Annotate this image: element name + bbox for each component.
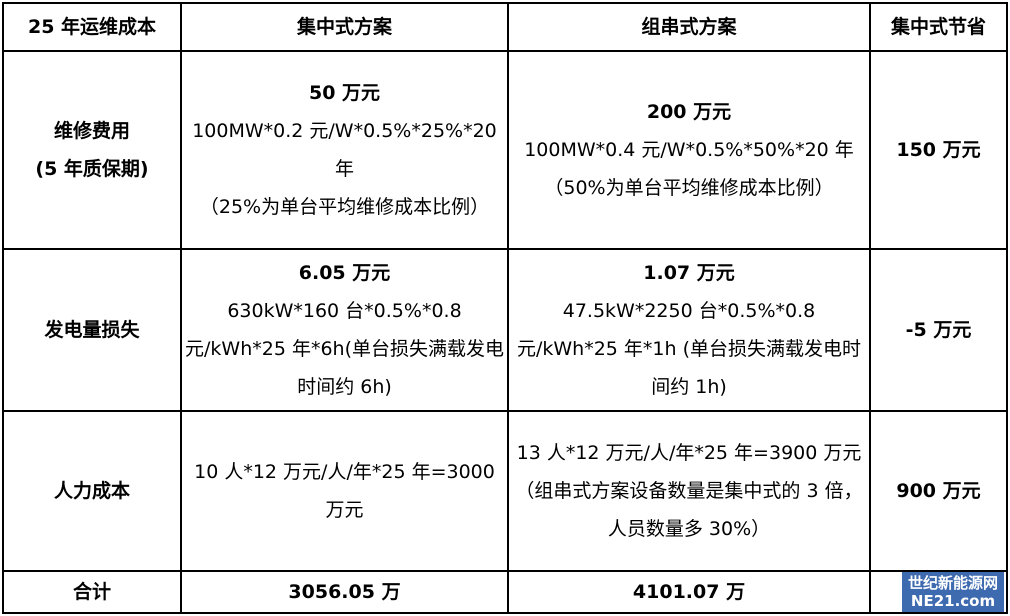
header-cell: 集中式节省	[869, 2, 1008, 52]
cell-text: 630kW*160 台*0.5%*0.8 元/kWh*25 年*6h(单台损失满…	[185, 300, 504, 398]
header-cell: 组串式方案	[507, 2, 871, 52]
cell-heading: 3056.05 万	[288, 581, 401, 603]
table-cell: 4101.07 万	[507, 570, 871, 614]
table-row: 发电量损失 6.05 万元 630kW*160 台*0.5%*0.8 元/kWh*2…	[2, 248, 1008, 412]
cell-heading: 1.07 万元	[643, 262, 735, 284]
cell-text: 47.5kW*2250 台*0.5%*0.8 元/kWh*25 年*1h (单台…	[516, 300, 862, 398]
table-cell: -5 万元	[869, 248, 1008, 412]
cell-heading: 4101.07 万	[632, 581, 746, 603]
cell-heading: 人力成本	[53, 480, 130, 502]
table-cell: 3056.05 万	[180, 570, 509, 614]
cell-heading: (5 年质保期)	[35, 158, 149, 180]
cell-heading: 900 万元	[896, 480, 981, 502]
table-cell: 发电量损失	[2, 248, 182, 412]
table-cell: 维修费用 (5 年质保期)	[2, 50, 182, 250]
table-cell: 人力成本	[2, 410, 182, 572]
cell-text: （组串式方案设备数量是集中式的 3 倍，人员数量多 30%）	[515, 480, 863, 540]
table-row: 人力成本 10 人*12 万元/人/年*25 年=3000 万元 13 人*12 万…	[2, 410, 1008, 572]
header-cell: 集中式方案	[180, 2, 509, 52]
table-cell: 10 人*12 万元/人/年*25 年=3000 万元	[180, 410, 509, 572]
table-cell: 6.05 万元 630kW*160 台*0.5%*0.8 元/kWh*25 年*6…	[180, 248, 509, 412]
cell-heading: 50 万元	[308, 82, 381, 104]
watermark: 世纪新能源网 NE21.com	[901, 572, 1004, 612]
cell-heading: 200 万元	[646, 101, 732, 123]
table-cell: 合计	[2, 570, 182, 614]
cell-heading: -5 万元	[905, 319, 972, 341]
header-row: 25 年运维成本 集中式方案 组串式方案 集中式节省	[2, 2, 1008, 52]
table-row: 合计 3056.05 万 4101.07 万	[2, 570, 1008, 614]
cell-heading: 维修费用	[53, 120, 130, 142]
table-row: 维修费用 (5 年质保期) 50 万元 100MW*0.2 元/W*0.5%*25%*…	[2, 50, 1008, 250]
cell-heading: 发电量损失	[44, 319, 140, 341]
cell-text: 13 人*12 万元/人/年*25 年=3900 万元	[516, 442, 862, 464]
table-cell: 200 万元 100MW*0.4 元/W*0.5%*50%*20 年 （50%为单台…	[507, 50, 871, 250]
table-cell: 50 万元 100MW*0.2 元/W*0.5%*25%*20 年 （25%为单台平…	[180, 50, 509, 250]
header-cell: 25 年运维成本	[2, 2, 182, 52]
cell-heading: 合计	[72, 581, 111, 603]
cell-text: 100MW*0.2 元/W*0.5%*25%*20 年	[192, 120, 497, 180]
cell-text: （25%为单台平均维修成本比例）	[199, 196, 490, 218]
table-cell: 900 万元	[869, 410, 1008, 572]
table-cell: 150 万元	[869, 50, 1008, 250]
cell-text: 100MW*0.4 元/W*0.5%*50%*20 年	[524, 139, 854, 161]
cell-heading: 6.05 万元	[298, 262, 391, 284]
table-cell: 1.07 万元 47.5kW*2250 台*0.5%*0.8 元/kWh*25 年…	[507, 248, 871, 412]
cell-text: （50%为单台平均维修成本比例）	[544, 177, 834, 199]
watermark-title: 世纪新能源网	[907, 574, 998, 592]
watermark-site: NE21.com	[910, 592, 996, 610]
table-cell: 13 人*12 万元/人/年*25 年=3900 万元 （组串式方案设备数量是集中…	[507, 410, 871, 572]
cell-heading: 150 万元	[896, 139, 981, 161]
cell-text: 10 人*12 万元/人/年*25 年=3000 万元	[194, 461, 495, 521]
